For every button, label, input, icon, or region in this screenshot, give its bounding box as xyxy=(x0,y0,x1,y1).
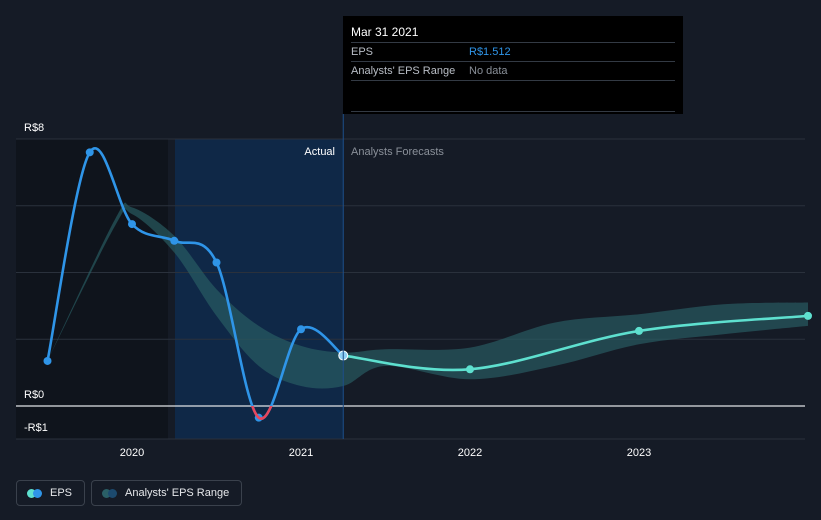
analysts-forecasts-label: Analysts Forecasts xyxy=(351,146,444,158)
x-tick-label: 2022 xyxy=(458,447,482,459)
eps-legend-icon xyxy=(27,488,42,498)
tooltip-spacer xyxy=(351,81,675,112)
tooltip-eps-label: EPS xyxy=(351,46,374,58)
tooltip-range-value: No data xyxy=(469,65,508,77)
x-axis-labels: 2020 2021 2022 2023 xyxy=(120,447,651,459)
actual-label: Actual xyxy=(304,146,335,158)
legend: EPS Analysts' EPS Range xyxy=(16,480,243,506)
y-axis-labels: R$8 R$0 -R$1 xyxy=(24,122,48,434)
tooltip-range-label: Analysts' EPS Range xyxy=(351,65,456,77)
range-legend-icon xyxy=(102,488,118,498)
tooltip-eps-row: EPS R$1.512 xyxy=(351,43,675,62)
legend-eps[interactable]: EPS xyxy=(16,480,86,506)
eps-point[interactable] xyxy=(85,148,94,157)
forecast-point[interactable] xyxy=(635,326,643,335)
eps-point[interactable] xyxy=(212,258,221,267)
x-tick-label: 2023 xyxy=(627,447,651,459)
legend-eps-label: EPS xyxy=(50,487,73,499)
eps-point[interactable] xyxy=(297,325,305,334)
eps-line xyxy=(46,147,345,420)
eps-point[interactable] xyxy=(43,356,52,365)
y-tick-label: R$0 xyxy=(24,389,44,401)
x-tick-label: 2021 xyxy=(289,447,313,459)
tooltip: Mar 31 2021 EPS R$1.512 Analysts' EPS Ra… xyxy=(343,16,683,114)
legend-range-label: Analysts' EPS Range xyxy=(125,487,230,499)
y-tick-label: -R$1 xyxy=(24,422,48,434)
legend-analysts-range[interactable]: Analysts' EPS Range xyxy=(91,480,243,506)
eps-point[interactable] xyxy=(170,236,179,245)
eps-point[interactable] xyxy=(128,220,136,229)
forecast-point[interactable] xyxy=(466,365,474,374)
past-shade xyxy=(16,139,168,439)
tooltip-eps-value: R$1.512 xyxy=(469,46,511,58)
eps-forecast-line xyxy=(343,314,809,372)
forecast-point[interactable] xyxy=(804,311,812,320)
x-tick-label: 2020 xyxy=(120,447,144,459)
tooltip-date: Mar 31 2021 xyxy=(351,24,675,43)
y-tick-label: R$8 xyxy=(24,122,44,134)
tooltip-range-row: Analysts' EPS Range No data xyxy=(351,62,675,81)
